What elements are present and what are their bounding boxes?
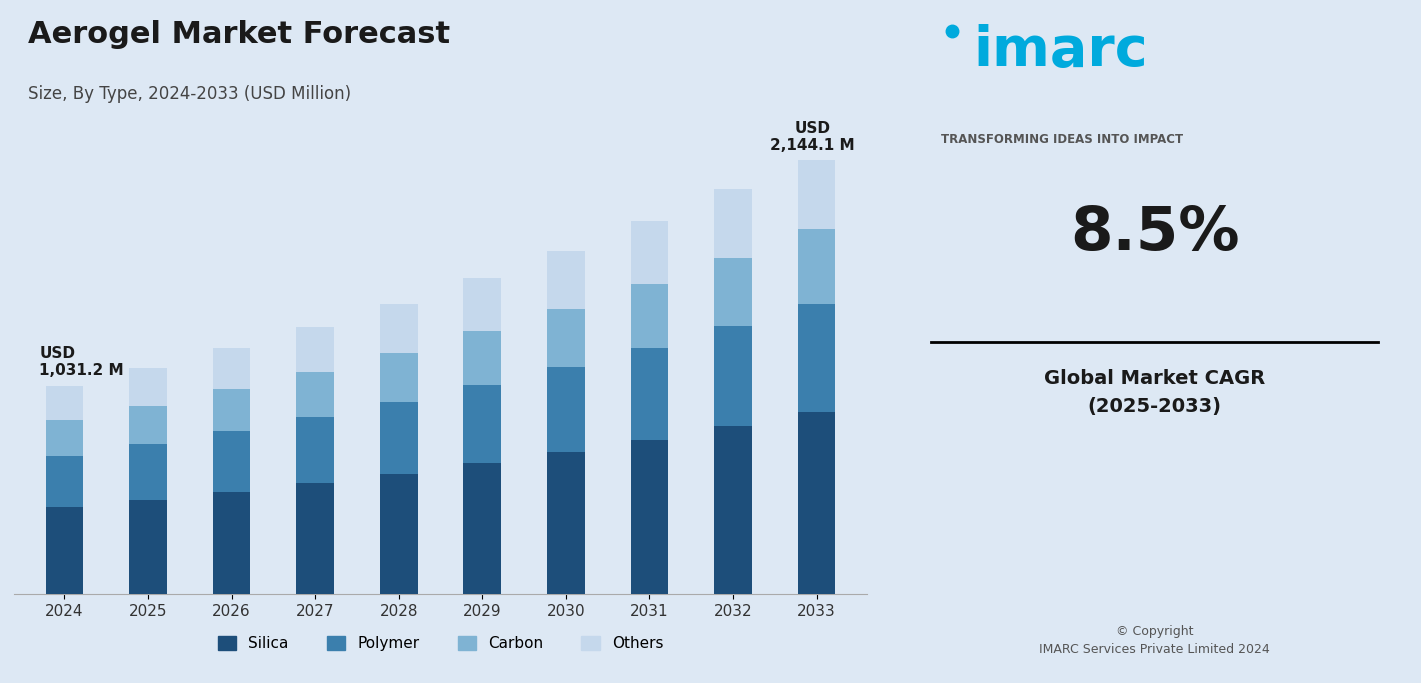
Bar (547, 451, 584, 594)
Bar (463, 331, 502, 385)
Bar (379, 304, 418, 352)
Bar (715, 189, 752, 257)
Text: 8.5%: 8.5% (1070, 204, 1239, 263)
Text: imarc: imarc (973, 24, 1148, 78)
Bar (297, 326, 334, 372)
Bar (213, 389, 250, 431)
Text: Size, By Type, 2024-2033 (USD Million): Size, By Type, 2024-2033 (USD Million) (28, 85, 351, 103)
Bar (45, 507, 84, 594)
Bar (797, 229, 836, 304)
Bar (297, 417, 334, 484)
Bar (797, 161, 836, 229)
Bar (379, 474, 418, 594)
Bar (213, 492, 250, 594)
Bar (45, 386, 84, 420)
Text: Global Market CAGR
(2025-2033): Global Market CAGR (2025-2033) (1044, 369, 1265, 416)
Bar (631, 440, 668, 594)
Bar (379, 402, 418, 474)
Bar (631, 221, 668, 284)
Bar (631, 348, 668, 440)
Bar (129, 368, 166, 406)
Text: USD
2,144.1 M: USD 2,144.1 M (770, 121, 855, 153)
Bar (547, 367, 584, 451)
Bar (297, 372, 334, 417)
Bar (715, 326, 752, 426)
Bar (547, 309, 584, 367)
Bar (129, 500, 166, 594)
Bar (213, 431, 250, 492)
Bar (379, 352, 418, 402)
Text: © Copyright
IMARC Services Private Limited 2024: © Copyright IMARC Services Private Limit… (1039, 625, 1270, 656)
Bar (547, 251, 584, 309)
Bar (463, 385, 502, 463)
Bar (129, 406, 166, 444)
Bar (45, 456, 84, 507)
Text: USD
1,031.2 M: USD 1,031.2 M (40, 346, 124, 378)
Bar (45, 420, 84, 456)
Bar (715, 426, 752, 594)
Bar (797, 412, 836, 594)
Bar (297, 484, 334, 594)
Legend: Silica, Polymer, Carbon, Others: Silica, Polymer, Carbon, Others (212, 630, 669, 658)
Text: Aerogel Market Forecast: Aerogel Market Forecast (28, 20, 450, 49)
Bar (715, 257, 752, 326)
Bar (631, 284, 668, 348)
Bar (797, 304, 836, 412)
Bar (463, 278, 502, 331)
Bar (129, 444, 166, 500)
Bar (463, 463, 502, 594)
Bar (213, 348, 250, 389)
Text: TRANSFORMING IDEAS INTO IMPACT: TRANSFORMING IDEAS INTO IMPACT (941, 133, 1184, 146)
